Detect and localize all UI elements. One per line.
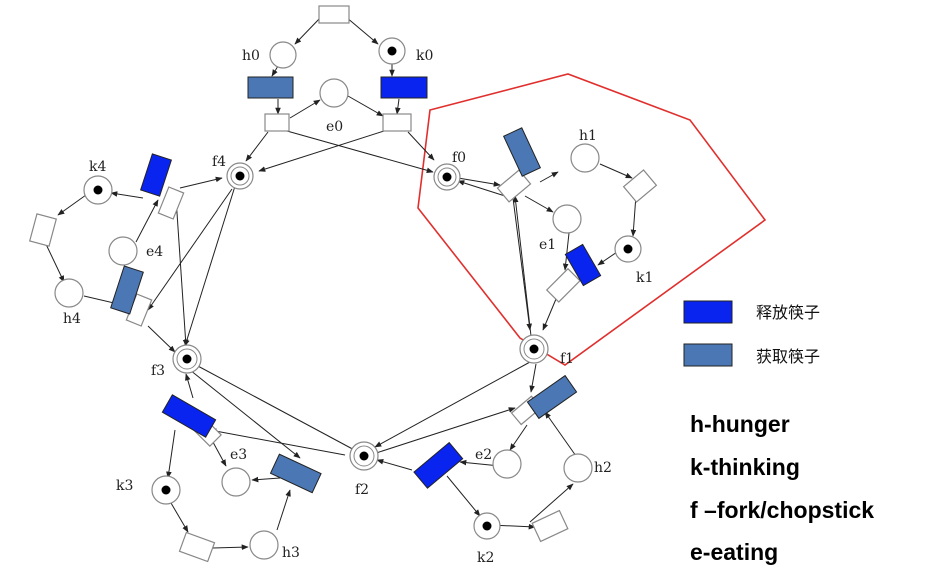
key-fork: f –fork/chopstick xyxy=(690,497,875,523)
transition-e0-left xyxy=(264,113,290,132)
transition-top xyxy=(318,5,350,24)
token-f4 xyxy=(235,171,245,181)
release-transition-2 xyxy=(413,441,464,489)
label-f0: f0 xyxy=(452,150,466,166)
acquire-transition-1 xyxy=(502,127,542,177)
label-e4: e4 xyxy=(146,244,163,260)
release-transition-1 xyxy=(564,243,602,287)
place-h1 xyxy=(570,143,600,173)
node-labels: h0 k0 e0 f0 f4 h1 e1 k1 k4 e4 h4 f3 f1 f… xyxy=(63,48,653,566)
legend-release-swatch xyxy=(683,300,733,324)
place-e3 xyxy=(221,467,251,497)
philosopher-1-highlight xyxy=(417,73,767,366)
key-eating: e-eating xyxy=(690,539,779,565)
transition-e1-bottom xyxy=(545,267,581,303)
acquire-transition-4 xyxy=(110,265,144,315)
token-f3 xyxy=(182,354,192,364)
label-k1: k1 xyxy=(636,270,653,286)
legend-acquire-swatch xyxy=(683,343,733,367)
place-h0 xyxy=(269,41,297,69)
transition-e4-top xyxy=(157,186,185,220)
place-h4 xyxy=(54,278,84,308)
place-e2 xyxy=(492,449,522,479)
key-thinking: k-thinking xyxy=(690,454,800,480)
label-h2: h2 xyxy=(594,460,612,476)
label-e1: e1 xyxy=(539,237,556,253)
place-h2 xyxy=(563,453,593,483)
transition-e1-top xyxy=(496,169,532,203)
acquire-transitions xyxy=(110,76,578,494)
transition-bottom-left xyxy=(178,531,216,563)
acquire-transition-3 xyxy=(269,453,322,494)
transition-e0-right xyxy=(382,113,412,132)
label-f2: f2 xyxy=(355,482,369,498)
label-e2: e2 xyxy=(475,447,492,463)
token-f2 xyxy=(359,451,369,461)
release-transition-4 xyxy=(139,153,173,197)
arcs xyxy=(43,16,637,550)
transition-bottom-right xyxy=(531,509,569,543)
label-k2: k2 xyxy=(477,550,494,566)
transition-left xyxy=(28,213,58,247)
key-hunger: h-hunger xyxy=(690,411,790,437)
label-e0: e0 xyxy=(326,119,343,135)
label-k4: k4 xyxy=(89,159,106,175)
release-transition-3 xyxy=(161,394,217,438)
label-f3: f3 xyxy=(151,363,165,379)
label-h3: h3 xyxy=(282,545,300,561)
place-h3 xyxy=(249,530,279,560)
acquire-transition-2 xyxy=(526,374,578,420)
token-k4 xyxy=(93,185,103,195)
place-e0 xyxy=(319,78,349,108)
token-f1 xyxy=(529,344,539,354)
legend-release-label: 释放筷子 xyxy=(756,303,820,322)
label-h0: h0 xyxy=(242,48,260,64)
token-k0 xyxy=(387,46,397,56)
tokens xyxy=(93,46,633,531)
token-k1 xyxy=(623,244,633,254)
release-transitions xyxy=(139,76,602,489)
legend: 释放筷子 获取筷子 xyxy=(683,300,820,367)
label-h1: h1 xyxy=(579,128,597,144)
acquire-transition-0 xyxy=(247,76,294,99)
place-e1 xyxy=(552,204,582,234)
fork-rings xyxy=(176,166,545,467)
transition-right xyxy=(622,169,658,203)
label-h4: h4 xyxy=(63,311,81,327)
label-f4: f4 xyxy=(212,154,226,170)
label-k3: k3 xyxy=(116,478,133,494)
label-f1: f1 xyxy=(560,351,574,367)
label-k0: k0 xyxy=(416,48,433,64)
release-transition-0 xyxy=(380,76,428,99)
plain-transitions xyxy=(28,5,658,563)
token-f0 xyxy=(442,172,452,182)
token-k2 xyxy=(482,521,492,531)
token-k3 xyxy=(161,485,171,495)
place-e4 xyxy=(108,236,138,266)
label-e3: e3 xyxy=(230,447,247,463)
legend-acquire-label: 获取筷子 xyxy=(756,347,820,366)
